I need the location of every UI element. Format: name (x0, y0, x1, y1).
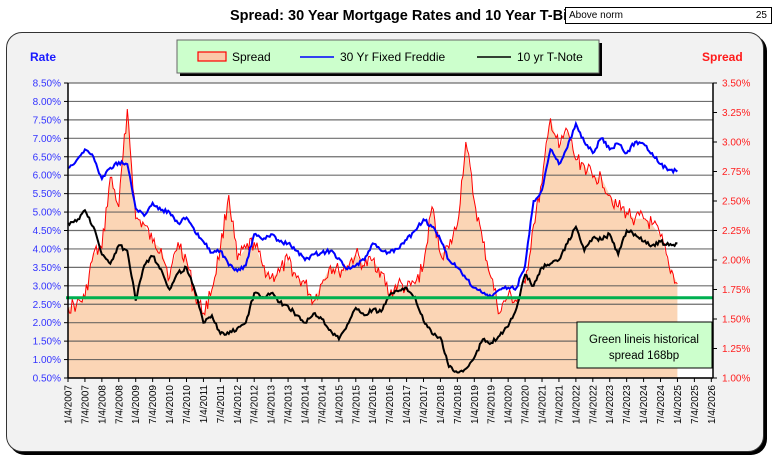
x-tick-label: 7/4/2020 (521, 385, 532, 424)
annotation-background (576, 321, 713, 369)
x-tick-label: 1/4/2008 (97, 385, 108, 424)
left-tick-label: 3.50% (33, 263, 61, 274)
x-tick-label: 7/4/2024 (656, 385, 667, 424)
right-tick-label: 1.50% (722, 315, 750, 326)
x-tick-label: 1/4/2009 (131, 385, 142, 424)
rate-lines-layer (66, 120, 713, 374)
x-tick-label: 7/4/2007 (80, 385, 91, 424)
x-tick-label: 1/4/2017 (402, 385, 413, 424)
x-tick-label: 1/4/2011 (199, 385, 210, 424)
left-tick-label: 1.00% (33, 355, 61, 366)
legend-label-spread: Spread (232, 50, 271, 64)
right-tick-label: 2.00% (722, 256, 750, 267)
x-tick-label: 1/4/2007 (64, 385, 75, 424)
x-tick-label: 7/4/2017 (419, 385, 430, 424)
x-tick-label: 1/4/2023 (605, 385, 616, 424)
x-tick-label: 7/4/2022 (588, 385, 599, 424)
x-tick-label: 7/4/2011 (216, 385, 227, 424)
spread-line (67, 108, 678, 316)
legend-swatch-spread (197, 51, 227, 62)
x-tick-label: 1/4/2016 (368, 385, 379, 424)
tnote-10yr-line (67, 208, 678, 374)
left-tick-label: 4.00% (33, 244, 61, 255)
x-tick-label: 1/4/2018 (436, 385, 447, 424)
left-tick-label: 4.50% (33, 226, 61, 237)
right-tick-label: 2.75% (722, 167, 750, 178)
left-tick-label: 3.00% (33, 281, 61, 292)
above-norm-value: 25 (755, 10, 767, 21)
x-tick-label: 7/4/2025 (690, 385, 701, 424)
x-tick-label: 1/4/2012 (233, 385, 244, 424)
spread-area (68, 109, 678, 378)
x-tick-label: 7/4/2016 (385, 385, 396, 424)
right-tick-label: 1.00% (722, 374, 750, 385)
left-tick-label: 8.00% (33, 97, 61, 108)
left-tick-label: 0.50% (33, 374, 61, 385)
left-tick-label: 7.50% (33, 115, 61, 126)
mortgage-30yr-line (67, 120, 678, 299)
right-tick-label: 2.50% (722, 197, 750, 208)
x-tick-label: 7/4/2019 (487, 385, 498, 424)
left-tick-label: 1.50% (33, 337, 61, 348)
x-tick-label: 7/4/2018 (453, 385, 464, 424)
x-tick-label: 1/4/2025 (673, 385, 684, 424)
right-tick-label: 3.00% (722, 138, 750, 149)
x-tick-label: 1/4/2020 (504, 385, 515, 424)
x-tick-label: 7/4/2008 (114, 385, 125, 424)
x-tick-label: 1/4/2026 (707, 385, 718, 424)
x-axis-ticks: 1/4/2007 7/4/2007 1/4/2008 7/4/2008 1/4/2009… (64, 378, 718, 424)
x-tick-label: 1/4/2013 (267, 385, 278, 424)
left-axis-ticks: 8.50% 8.00% 7.50% 7.00% 6.50% 6.00% 5.50% 5.00%… (33, 79, 68, 385)
right-tick-label: 3.50% (722, 79, 750, 90)
x-tick-label: 7/4/2015 (351, 385, 362, 424)
right-axis-ticks: 3.50% 3.25% 3.00% 2.75% 2.50% 2.25% 2.00% 1.75%… (713, 79, 750, 385)
x-tick-label: 1/4/2015 (334, 385, 345, 424)
x-tick-label: 7/4/2009 (148, 385, 159, 424)
left-tick-label: 2.00% (33, 318, 61, 329)
x-tick-label: 1/4/2024 (639, 385, 650, 424)
legend-box (176, 39, 600, 74)
spread-line-layer (67, 108, 678, 316)
x-tick-label: 1/4/2019 (470, 385, 481, 424)
legend: Spread 30 Yr Fixed Freddie 10 yr T-Note (176, 39, 602, 76)
x-tick-label: 7/4/2012 (250, 385, 261, 424)
x-tick-label: 7/4/2023 (622, 385, 633, 424)
x-tick-label: 7/4/2021 (554, 385, 565, 424)
x-tick-label: 1/4/2014 (301, 385, 312, 424)
x-tick-label: 1/4/2010 (165, 385, 176, 424)
x-tick-label: 7/4/2010 (182, 385, 193, 424)
left-tick-label: 5.00% (33, 208, 61, 219)
x-tick-label: 1/4/2021 (538, 385, 549, 424)
x-tick-label: 7/4/2013 (284, 385, 295, 424)
above-norm-box: Above norm 25 (565, 7, 772, 24)
left-tick-label: 5.50% (33, 189, 61, 200)
above-norm-label: Above norm (569, 10, 623, 21)
right-tick-label: 3.25% (722, 108, 750, 119)
right-tick-label: 2.25% (722, 226, 750, 237)
left-tick-label: 6.00% (33, 171, 61, 182)
left-tick-label: 6.50% (33, 152, 61, 163)
spread-area-layer (68, 109, 678, 378)
legend-label-30yr: 30 Yr Fixed Freddie (340, 50, 445, 64)
legend-label-10yr: 10 yr T-Note (517, 50, 583, 64)
x-tick-label: 7/4/2014 (317, 385, 328, 424)
left-axis-title: Rate (30, 50, 56, 64)
right-axis-title: Spread (702, 50, 743, 64)
annotation-line-2: spread 168bp (609, 350, 679, 362)
x-tick-label: 1/4/2022 (571, 385, 582, 424)
left-tick-label: 2.50% (33, 300, 61, 311)
annotation-box: Green lineis historical spread 168bp (576, 321, 713, 369)
right-tick-label: 1.75% (722, 285, 750, 296)
left-tick-label: 8.50% (33, 79, 61, 90)
annotation-line-1: Green lineis historical (589, 334, 699, 346)
left-tick-label: 7.00% (33, 134, 61, 145)
chart-title: Spread: 30 Year Mortgage Rates and 10 Ye… (230, 8, 576, 24)
right-tick-label: 1.25% (722, 344, 750, 355)
